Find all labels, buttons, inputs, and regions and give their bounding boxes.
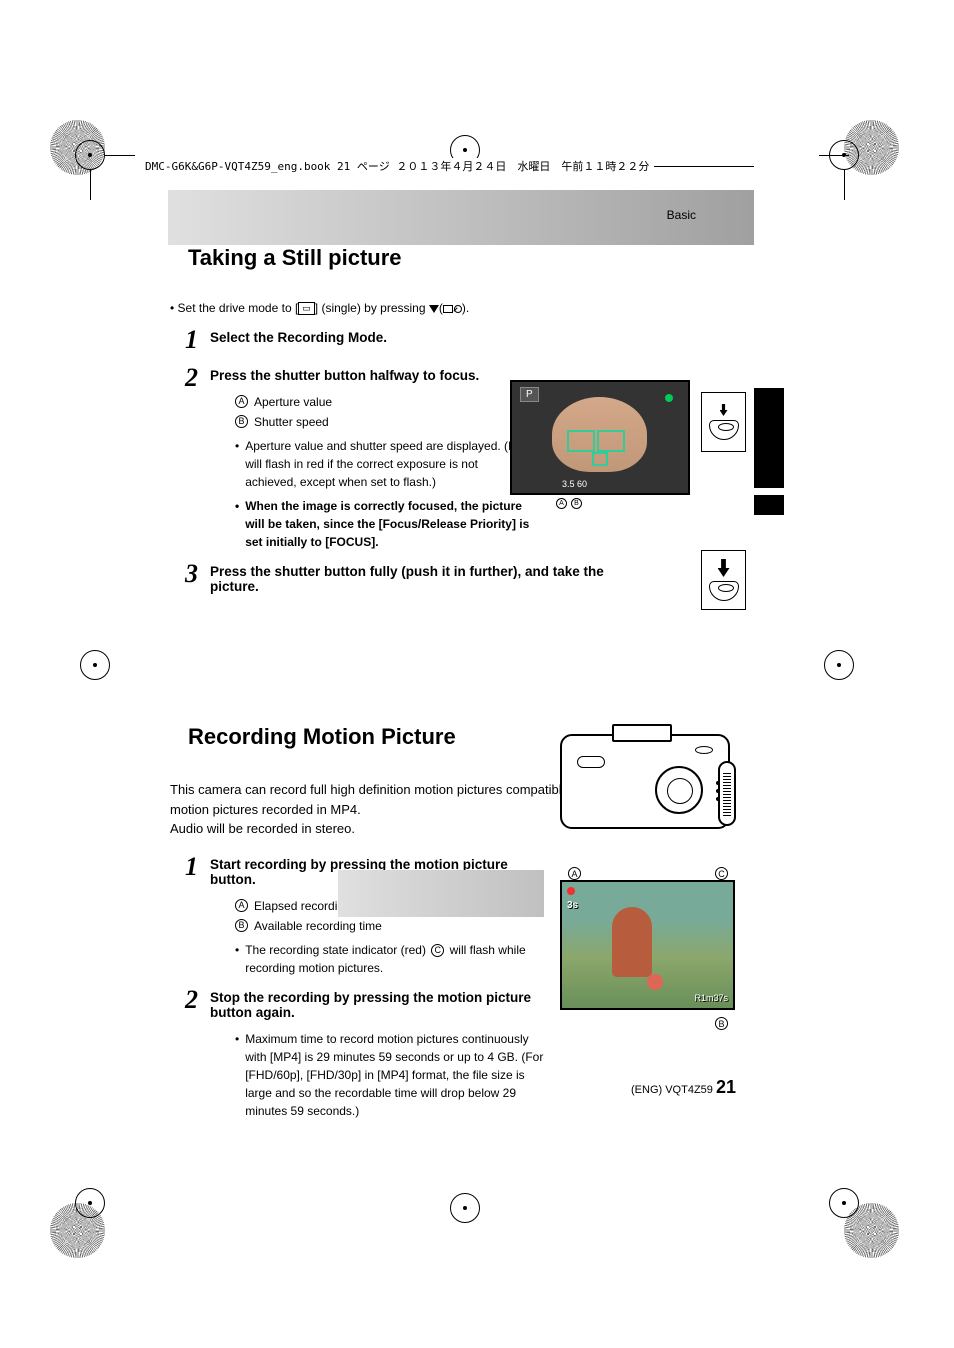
step-number: 2 — [170, 987, 210, 1120]
video-ball — [647, 974, 663, 990]
step-1: 1 Select the Recording Mode. — [170, 327, 744, 355]
page-tab — [754, 495, 784, 515]
label-a-icon: A — [235, 899, 248, 912]
header-bar: DMC-G6K&G6P-VQT4Z59_eng.book 21 ページ ２０１３… — [140, 157, 754, 175]
crop-mark — [75, 140, 125, 190]
single-mode-icon: ▭ — [298, 302, 315, 315]
sub-bullet-text: Aperture value and shutter speed are dis… — [245, 437, 530, 491]
video-subject — [612, 907, 652, 977]
sub-bullet-text: When the image is correctly focused, the… — [245, 497, 530, 551]
rec-indicator-icon — [567, 887, 575, 895]
label-a-icon: A — [235, 395, 248, 408]
lcd-preview: P 3.5 60 — [510, 380, 690, 495]
section-band-2 — [338, 870, 544, 917]
focus-box-icon — [597, 430, 625, 452]
header-filename: DMC-G6K&G6P-VQT4Z59_eng.book 21 ページ ２０１３… — [140, 158, 654, 174]
page-tab — [754, 388, 784, 488]
elapsed-time: 3s — [567, 900, 578, 911]
lcd-label-markers: A B — [556, 498, 582, 509]
dial-icon — [695, 746, 713, 754]
dot-indicator-icon — [716, 781, 720, 785]
label-b-icon: B — [235, 415, 248, 428]
arrow-down-icon — [718, 559, 730, 577]
crop-mark — [450, 1193, 500, 1243]
step-3: 3 Press the shutter button fully (push i… — [170, 561, 744, 604]
crop-mark — [829, 140, 879, 190]
remaining-time: R1m37s — [694, 993, 728, 1003]
step-title: Stop the recording by pressing the motio… — [210, 990, 550, 1020]
step-title: Press the shutter button halfway to focu… — [210, 368, 530, 383]
sub-bullet-text: Maximum time to record motion pictures c… — [245, 1030, 550, 1120]
camera-diagram — [560, 734, 735, 844]
step-number: 1 — [170, 327, 210, 355]
category-label: Basic — [667, 208, 696, 222]
doc-id: (ENG) VQT4Z59 — [631, 1084, 713, 1096]
label-text: Aperture value — [254, 393, 332, 411]
crop-mark — [80, 650, 130, 700]
marker-a-icon: A — [556, 498, 567, 509]
intro-line: • Set the drive mode to [▭] (single) by … — [170, 301, 744, 315]
focus-box-icon — [592, 452, 608, 466]
shutter-full-diagram — [701, 550, 746, 610]
step-number: 1 — [170, 854, 210, 977]
label-text: Available recording time — [254, 917, 382, 935]
lcd-mode-indicator: P — [520, 387, 539, 402]
lens-icon — [655, 766, 703, 814]
viewfinder-icon — [612, 724, 672, 742]
grip-icon — [718, 761, 736, 826]
section-title-1: Taking a Still picture — [188, 245, 744, 271]
focus-indicator-icon — [665, 394, 673, 402]
shutter-button-icon — [709, 581, 739, 601]
flash-icon — [577, 756, 605, 768]
step-title: Select the Recording Mode. — [210, 330, 744, 345]
video-label-a: A — [568, 865, 587, 880]
page-footer: (ENG) VQT4Z59 21 — [631, 1077, 736, 1098]
step-number: 3 — [170, 561, 210, 604]
crop-mark — [75, 1188, 125, 1238]
focus-box-icon — [567, 430, 595, 452]
page-number: 21 — [716, 1077, 736, 1097]
down-arrow-icon — [429, 305, 439, 313]
crop-mark — [824, 650, 874, 700]
label-b-icon: B — [235, 919, 248, 932]
video-preview: 3s R1m37s — [560, 880, 735, 1010]
arrow-down-icon — [720, 404, 728, 416]
marker-b-icon: B — [571, 498, 582, 509]
sub-bullet-text: The recording state indicator (red) C wi… — [245, 941, 550, 977]
lcd-values: 3.5 60 — [562, 479, 587, 489]
crop-mark — [829, 1188, 879, 1238]
shutter-button-icon — [709, 420, 739, 440]
label-text: Shutter speed — [254, 413, 329, 431]
shutter-half-diagram — [701, 392, 746, 452]
burst-timer-icon — [443, 305, 462, 313]
video-label-c: C — [715, 865, 734, 880]
step-title: Press the shutter button fully (push it … — [210, 564, 610, 594]
step-number: 2 — [170, 365, 210, 551]
label-c-icon: C — [431, 944, 444, 957]
video-label-b: B — [715, 1015, 734, 1030]
